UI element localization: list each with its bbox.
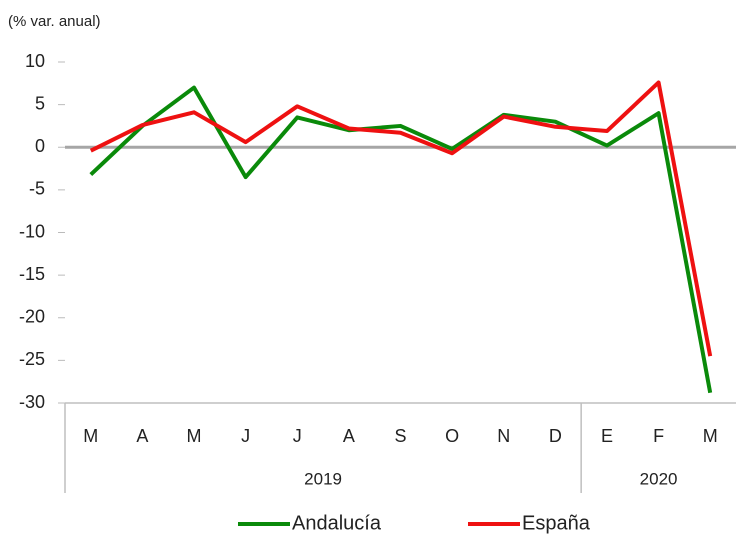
y-tick-label: -20: [19, 307, 45, 327]
x-tick-label: N: [497, 426, 510, 446]
legend-label: Andalucía: [292, 512, 382, 534]
series-line: [89, 80, 713, 357]
y-tick-label: -5: [29, 179, 45, 199]
x-tick-label: A: [136, 426, 148, 446]
x-tick-label: A: [343, 426, 355, 446]
y-tick-label: 5: [35, 93, 45, 113]
y-tick-label: 10: [25, 51, 45, 71]
x-tick-label: J: [241, 426, 250, 446]
x-tick-label: S: [394, 426, 406, 446]
series-line: [89, 85, 713, 394]
x-tick-label: O: [445, 426, 459, 446]
x-tick-label: D: [549, 426, 562, 446]
legend-label: España: [522, 512, 591, 534]
x-tick-label: F: [653, 426, 664, 446]
y-tick-label: -15: [19, 264, 45, 284]
x-tick-label: M: [703, 426, 718, 446]
x-tick-label: E: [601, 426, 613, 446]
y-tick-label: 0: [35, 136, 45, 156]
group-label: 2019: [304, 469, 342, 488]
y-tick-label: -30: [19, 392, 45, 412]
y-axis-label: (% var. anual): [8, 13, 101, 30]
x-tick-label: M: [83, 426, 98, 446]
y-tick-label: -10: [19, 221, 45, 241]
x-tick-label: J: [293, 426, 302, 446]
x-tick-label: M: [187, 426, 202, 446]
y-tick-label: -25: [19, 349, 45, 369]
group-label: 2020: [640, 469, 678, 488]
